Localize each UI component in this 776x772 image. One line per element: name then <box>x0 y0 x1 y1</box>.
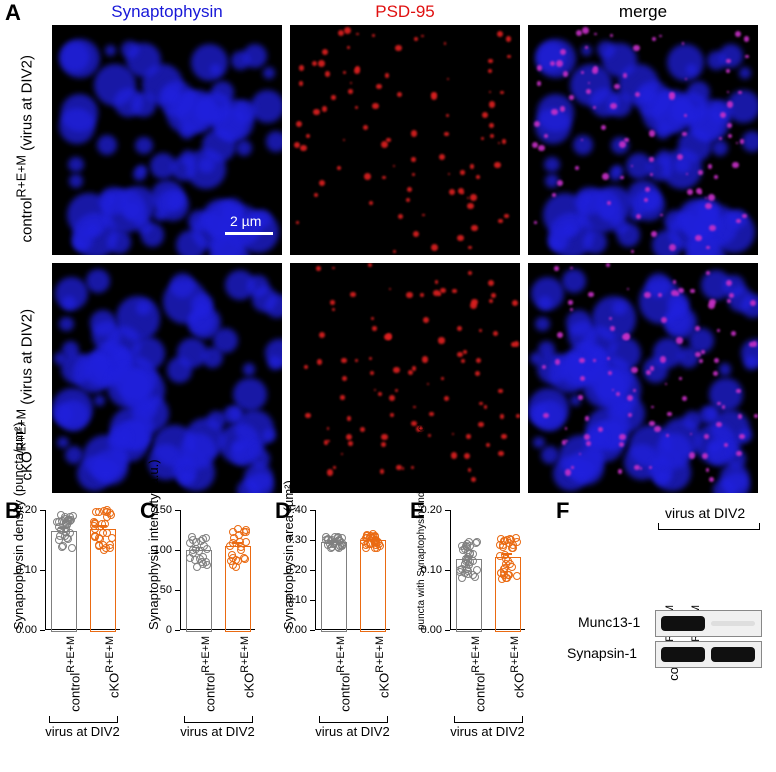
micrograph-cko-psd95 <box>290 263 520 493</box>
col-header-text: PSD-95 <box>375 2 435 21</box>
blot-synapsin <box>655 641 762 668</box>
y-axis-title: Synaptophysin density (puncta/µm²) <box>11 510 26 630</box>
y-axis-title: puncta with Synaptophysin and PSD-95 (pu… <box>416 510 427 630</box>
bar-chart-e: 0.000.100.20controlR+E+McKOR+E+Mvirus at… <box>410 510 540 660</box>
blot-munc13 <box>655 610 762 637</box>
micrograph-cko-synaptophysin <box>52 263 282 493</box>
band-synapsin-control <box>661 647 705 662</box>
col-header-text: Synaptophysin <box>111 2 223 21</box>
bar <box>321 542 347 633</box>
panel-f-brace <box>658 523 760 530</box>
scale-bar-text: 2 µm <box>230 213 261 229</box>
micrograph-control-psd95 <box>290 25 520 255</box>
band-munc13-control <box>661 616 705 631</box>
y-axis-title: Synaptophysin intensity (a.u.) <box>146 510 161 630</box>
band-munc13-cko <box>711 621 755 626</box>
bar <box>360 540 386 632</box>
panel-f-label: F <box>556 498 569 524</box>
band-synapsin-cko <box>711 647 755 662</box>
col-header-merge: merge <box>528 2 758 22</box>
micrograph-cko-merge <box>528 263 758 493</box>
panel-f-header: virus at DIV2 <box>665 505 745 521</box>
micrograph-control-merge <box>528 25 758 255</box>
y-axis-title: Synaptophysin area (µm²) <box>281 510 296 630</box>
panel-a-label: A <box>5 0 21 26</box>
col-header-text: merge <box>619 2 667 21</box>
blot-label-munc13: Munc13-1 <box>578 614 640 630</box>
col-header-psd95: PSD-95 <box>290 2 520 22</box>
col-header-synaptophysin: Synaptophysin <box>52 2 282 22</box>
blot-label-synapsin: Synapsin-1 <box>567 645 637 661</box>
row-label-control: controlR+E+M (virus at DIV2) <box>15 43 36 243</box>
scale-bar <box>225 232 273 235</box>
